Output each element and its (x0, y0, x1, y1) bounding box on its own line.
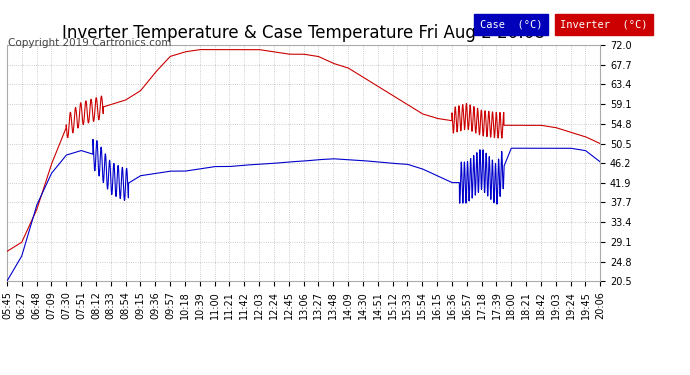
Text: Case  (°C): Case (°C) (480, 20, 542, 29)
Text: Inverter  (°C): Inverter (°C) (560, 20, 648, 29)
Title: Inverter Temperature & Case Temperature Fri Aug 2 20:08: Inverter Temperature & Case Temperature … (62, 24, 545, 42)
Text: Copyright 2019 Cartronics.com: Copyright 2019 Cartronics.com (8, 38, 172, 48)
